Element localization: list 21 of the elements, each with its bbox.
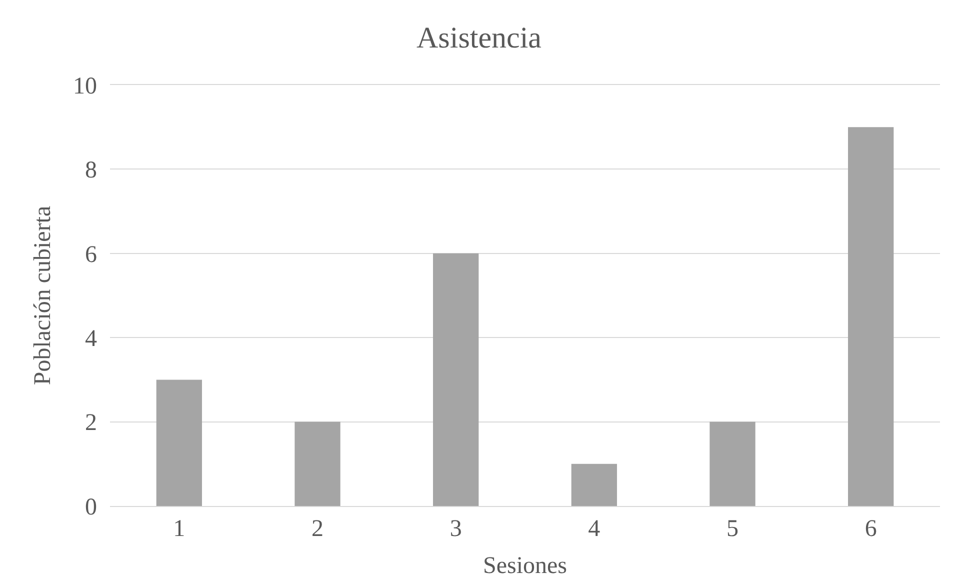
bar	[848, 127, 894, 506]
bar	[294, 422, 340, 506]
y-tick-label: 2	[85, 410, 97, 436]
y-tick-label: 10	[73, 73, 97, 100]
x-tick-label: 4	[588, 516, 600, 542]
bar	[571, 464, 617, 506]
x-tick-label: 2	[312, 516, 324, 542]
y-tick-label: 8	[85, 158, 97, 184]
bar	[710, 422, 756, 506]
y-tick-label: 0	[85, 494, 97, 520]
x-tick-label: 5	[726, 516, 738, 542]
y-axis-title: Población cubierta	[30, 206, 56, 386]
x-axis-title: Sesiones	[483, 553, 567, 580]
bar	[433, 253, 479, 506]
y-tick-label: 4	[85, 326, 97, 352]
chart-title: Asistencia	[416, 21, 542, 54]
y-tick-label: 6	[85, 242, 97, 268]
x-tick-label: 6	[864, 516, 877, 542]
x-tick-label: 3	[450, 516, 462, 542]
x-tick-label: 1	[173, 516, 186, 542]
bar	[156, 380, 202, 506]
